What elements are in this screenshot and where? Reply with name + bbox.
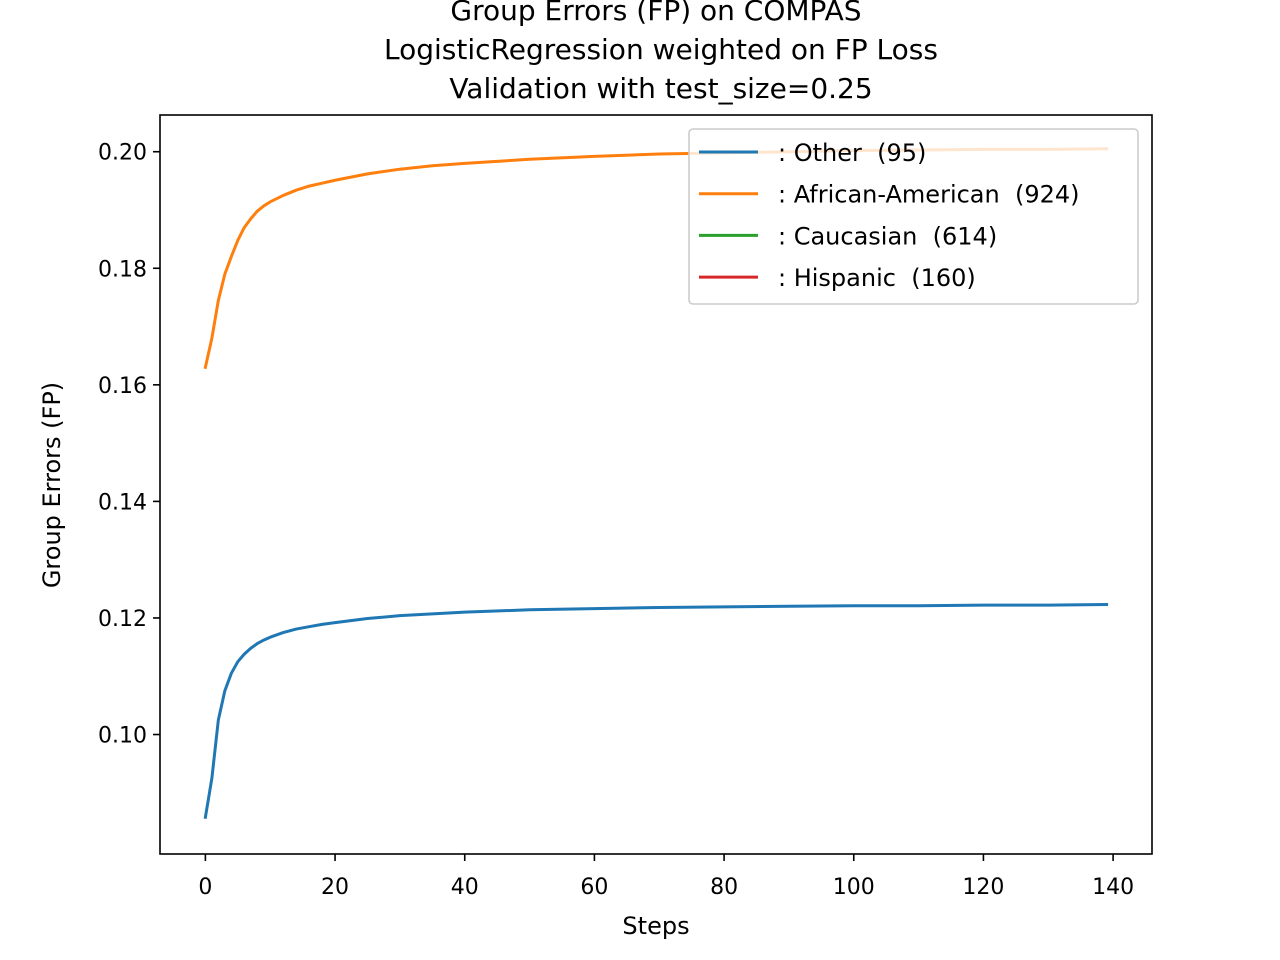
- legend-label-0: : Other (95): [778, 139, 926, 167]
- chart-title-line-1: Group Errors (FP) on COMPAS: [450, 0, 861, 27]
- x-axis-label: Steps: [622, 912, 689, 940]
- legend-label-1: : African-American (924): [778, 181, 1080, 209]
- x-tick-label: 140: [1092, 875, 1134, 900]
- x-tick-label: 20: [321, 875, 349, 900]
- y-tick-label: 0.16: [98, 374, 147, 399]
- y-axis-label: Group Errors (FP): [38, 382, 66, 588]
- x-tick-label: 100: [833, 875, 875, 900]
- x-tick-label: 120: [962, 875, 1004, 900]
- y-tick-label: 0.10: [98, 724, 147, 749]
- y-tick-label: 0.12: [98, 607, 147, 632]
- legend: : Other (95) : African-American (924) : Ca…: [688, 128, 1139, 305]
- series-line-0: [203, 603, 1109, 820]
- x-tick-label: 40: [451, 875, 479, 900]
- chart-title-line-3: Validation with test_size=0.25: [449, 72, 872, 105]
- x-tick-label: 0: [198, 875, 212, 900]
- y-tick-label: 0.20: [98, 141, 147, 166]
- x-axis-ticks: 0 20 40 60 80 100 120 140: [198, 854, 1134, 900]
- legend-label-2: : Caucasian (614): [778, 222, 997, 250]
- legend-entries: : Other (95) : African-American (924) : Ca…: [699, 139, 1080, 292]
- y-axis-ticks: 0.10 0.12 0.14 0.16 0.18 0.20: [98, 141, 160, 749]
- y-tick-label: 0.18: [98, 257, 147, 282]
- y-tick-label: 0.14: [98, 490, 147, 515]
- legend-label-3: : Hispanic (160): [778, 264, 976, 292]
- x-tick-label: 60: [580, 875, 608, 900]
- x-tick-label: 80: [710, 875, 738, 900]
- legend-box: [688, 128, 1139, 305]
- plot-frame: [159, 114, 1153, 855]
- chart-title-line-2: LogisticRegression weighted on FP Loss: [384, 33, 938, 66]
